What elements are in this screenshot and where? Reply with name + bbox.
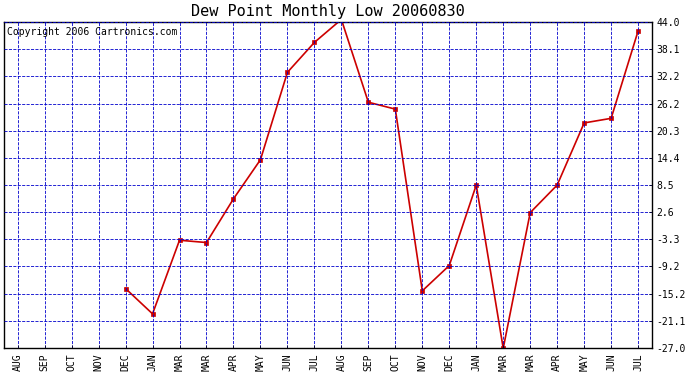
Title: Dew Point Monthly Low 20060830: Dew Point Monthly Low 20060830 [191,4,465,19]
Text: Copyright 2006 Cartronics.com: Copyright 2006 Cartronics.com [8,27,178,37]
